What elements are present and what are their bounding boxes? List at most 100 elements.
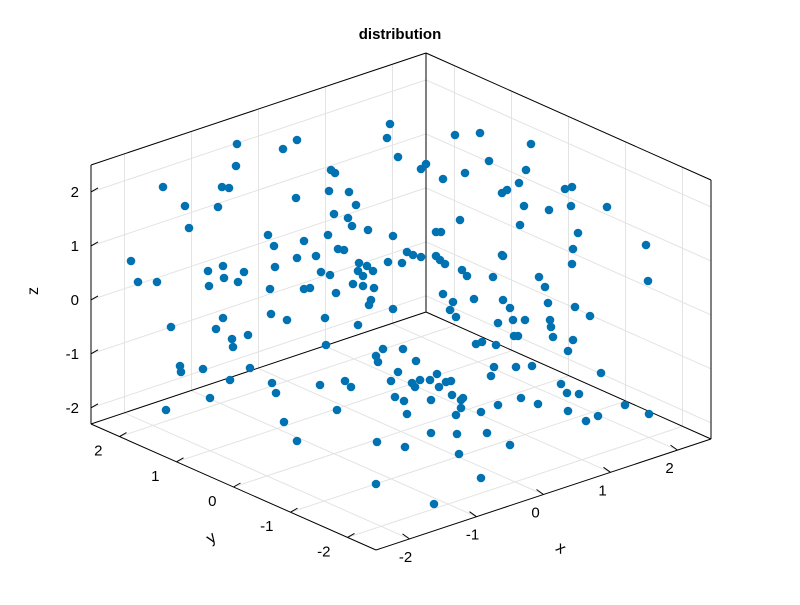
floor-gridline-y (176, 350, 512, 463)
data-point (434, 382, 444, 392)
data-point (519, 201, 529, 211)
y-tick-label: 1 (151, 468, 159, 485)
data-point (340, 376, 350, 386)
data-point (455, 215, 465, 225)
y-tick-mark (119, 432, 127, 438)
data-point (299, 236, 309, 246)
data-point (265, 284, 275, 294)
data-point (475, 128, 485, 138)
data-point (354, 258, 364, 268)
data-point (436, 227, 446, 237)
data-point (266, 309, 276, 319)
floor-gridline-y (119, 325, 455, 438)
data-point (126, 256, 136, 266)
right-wall-gridline-z (425, 187, 712, 316)
data-point (476, 407, 486, 417)
data-point (462, 271, 472, 281)
data-point (133, 277, 143, 287)
data-point (448, 297, 458, 307)
data-point (198, 364, 208, 374)
data-point (502, 185, 512, 195)
data-point (378, 344, 388, 354)
data-point (602, 202, 612, 212)
left-wall-gridline-z (90, 187, 427, 301)
data-point (402, 409, 412, 419)
data-point (445, 305, 455, 315)
data-point (515, 220, 525, 230)
data-point (291, 193, 301, 203)
x-tick-mark (670, 444, 678, 451)
y-tick-label: -2 (317, 543, 330, 560)
data-point (166, 322, 176, 332)
data-point (498, 251, 508, 261)
data-point (398, 344, 408, 354)
z-tick-label: -2 (66, 400, 79, 417)
x-tick-label: 2 (665, 460, 673, 477)
data-point (366, 295, 376, 305)
data-point (543, 298, 553, 308)
x-tick-label: -1 (466, 527, 479, 544)
data-point (176, 367, 186, 377)
data-point (477, 337, 487, 347)
data-point (498, 295, 508, 305)
data-point (544, 205, 554, 215)
data-point (358, 281, 368, 291)
data-point (438, 289, 448, 299)
data-point (292, 436, 302, 446)
box-edge-top-right (425, 52, 712, 181)
data-point (282, 315, 292, 325)
x-tick-label: 0 (531, 505, 539, 522)
data-point (469, 294, 479, 304)
data-point (438, 174, 448, 184)
data-point (324, 186, 334, 196)
data-point (567, 259, 577, 269)
data-point (520, 315, 530, 325)
data-point (213, 202, 223, 212)
data-point (643, 276, 653, 286)
data-point (527, 361, 537, 371)
data-point (596, 368, 606, 378)
data-point (219, 273, 229, 283)
left-wall-gridline-z (90, 295, 427, 409)
data-point (351, 200, 361, 210)
data-point (548, 332, 558, 342)
data-point (231, 161, 241, 171)
data-point (493, 400, 503, 410)
data-point (388, 231, 398, 241)
right-wall-gridline-z (425, 133, 712, 262)
box-edge-floor-right (425, 311, 712, 440)
data-point (540, 282, 550, 292)
data-point (644, 409, 654, 419)
data-point (270, 262, 280, 272)
data-point (563, 346, 573, 356)
grid-lines (90, 65, 712, 540)
data-point (408, 250, 418, 260)
data-point (456, 403, 466, 413)
y-tick-mark (347, 532, 355, 538)
data-point (263, 230, 273, 240)
right-wall-gridline-z (425, 295, 712, 424)
data-point (353, 320, 363, 330)
right-wall-gridline-z (425, 241, 712, 370)
data-point (545, 315, 555, 325)
z-tick-mark (90, 349, 99, 355)
data-point (227, 334, 237, 344)
data-point (505, 440, 515, 450)
data-point (161, 405, 171, 415)
data-point (158, 182, 168, 192)
data-point (373, 357, 383, 367)
data-point (152, 277, 162, 287)
data-point (505, 303, 515, 313)
data-point (388, 304, 398, 314)
x-tick-label: 1 (598, 482, 606, 499)
left-wall-gridline-z (90, 79, 427, 193)
z-tick-mark (90, 403, 99, 409)
data-point (203, 266, 213, 276)
data-point (526, 139, 536, 149)
data-point (393, 152, 403, 162)
data-point (476, 473, 486, 483)
data-point (279, 417, 289, 427)
data-point (232, 139, 242, 149)
data-point (563, 406, 573, 416)
data-point (292, 253, 302, 263)
